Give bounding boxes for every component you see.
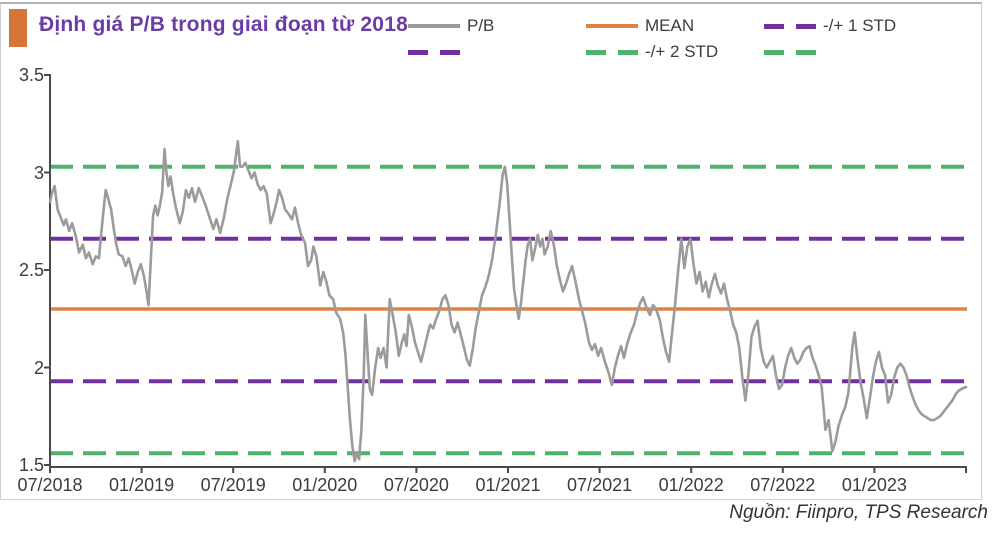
x-tick-label: 07/2022 — [750, 475, 816, 495]
chart-legend: P/B MEAN -/+ 1 STD -/+ 2 STD — [1, 4, 983, 68]
series-line-pb — [48, 140, 968, 463]
x-tick-label: 01/2021 — [475, 475, 541, 495]
y-tick-label: 3 — [33, 162, 44, 183]
plot-area — [44, 74, 968, 473]
x-tick-label: 07/2019 — [200, 475, 266, 495]
x-tick-label: 01/2020 — [292, 475, 358, 495]
y-tick-label: 2 — [33, 357, 44, 378]
legend-label: -/+ 2 STD — [645, 42, 719, 61]
x-tick-label: 07/2021 — [567, 475, 633, 495]
legend-label: P/B — [467, 16, 495, 35]
legend-solid-line-sample — [586, 24, 638, 28]
x-tick-label: 01/2023 — [841, 475, 907, 495]
y-tick-label: 1.5 — [18, 455, 44, 475]
chart-figure: Định giá P/B trong giai đoạn từ 2018 P/B… — [0, 2, 982, 500]
chart-title: Định giá P/B trong giai đoạn từ 2018 — [39, 13, 408, 36]
legend-item-std1: -/+ 1 STD — [764, 16, 897, 35]
legend-label: MEAN — [645, 16, 695, 35]
y-tick-label: 2.5 — [18, 260, 44, 280]
title-accent-bar — [9, 9, 27, 47]
legend-label: -/+ 1 STD — [823, 16, 897, 35]
legend-dashed-line-sample — [764, 49, 816, 55]
source-note: Nguồn: Fiinpro, TPS Research — [729, 502, 988, 523]
x-tick-label: 01/2022 — [658, 475, 724, 495]
legend-dashed-line-sample — [408, 49, 460, 55]
legend-item-std1b — [408, 43, 460, 61]
legend-dashed-line-sample — [764, 23, 816, 29]
legend-item-std2: -/+ 2 STD — [586, 42, 719, 61]
legend-item-mean: MEAN — [586, 16, 695, 35]
legend-item-pb: P/B — [408, 16, 495, 35]
axis-lines — [49, 74, 967, 468]
x-tick-label: 01/2019 — [109, 475, 175, 495]
y-tick-label: 3.5 — [18, 65, 44, 85]
legend-dashed-line-sample — [586, 49, 638, 55]
x-tick-label: 07/2018 — [17, 475, 83, 495]
x-tick-label: 07/2020 — [383, 475, 449, 495]
legend-solid-line-sample — [408, 24, 460, 28]
legend-item-std2b — [764, 43, 816, 61]
